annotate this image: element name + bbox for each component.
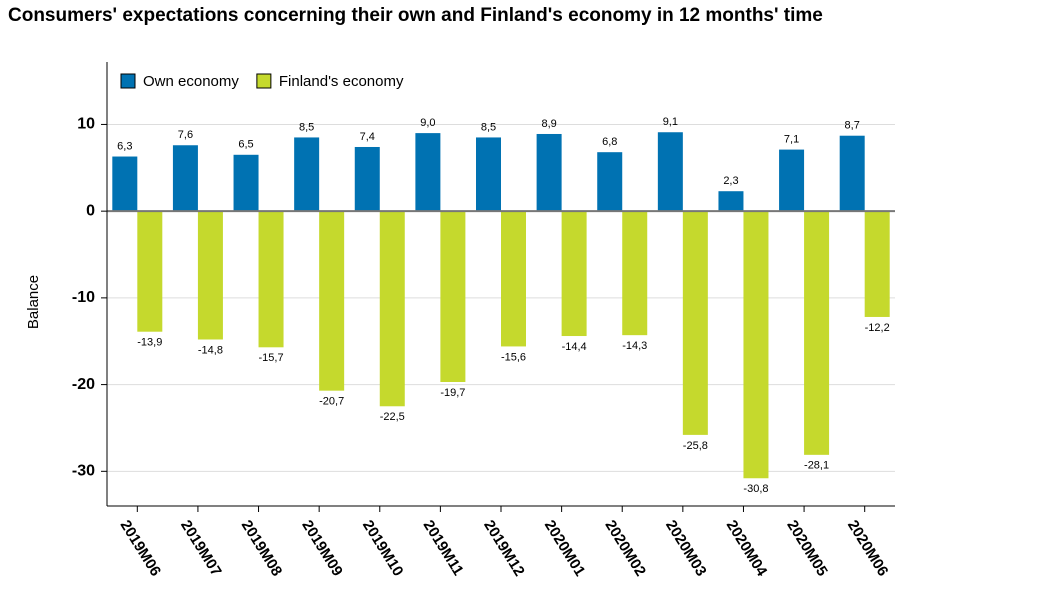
value-label: 6,8 <box>602 136 617 148</box>
value-label: 8,7 <box>845 120 860 132</box>
bar <box>379 211 405 407</box>
bar <box>864 211 890 317</box>
bar <box>597 152 623 212</box>
value-label: -12,2 <box>865 322 890 334</box>
value-label: 9,1 <box>663 116 678 128</box>
x-tick-label: 2020M04 <box>723 517 771 580</box>
x-tick-label: 2019M08 <box>238 517 286 579</box>
y-tick-label: 0 <box>86 202 95 219</box>
legend-label: Finland's economy <box>279 73 404 90</box>
value-label: -14,8 <box>198 344 223 356</box>
x-tick-label: 2019M09 <box>298 517 346 579</box>
bar <box>354 146 380 212</box>
bar <box>743 211 769 479</box>
y-tick-label: -20 <box>72 376 95 393</box>
y-tick-label: -10 <box>72 289 95 306</box>
y-axis-label: Balance <box>25 275 42 329</box>
x-tick-label: 2020M06 <box>844 517 892 579</box>
value-label: -22,5 <box>380 411 405 423</box>
bar <box>561 211 587 337</box>
bar <box>440 211 466 382</box>
bar <box>779 149 805 212</box>
x-tick-label: 2019M11 <box>420 517 467 578</box>
x-tick-label: 2020M03 <box>662 517 710 579</box>
x-tick-label: 2019M07 <box>177 517 225 579</box>
bar <box>137 211 163 332</box>
value-label: -25,8 <box>683 440 708 452</box>
value-label: 7,4 <box>360 131 375 143</box>
legend-swatch <box>120 73 136 89</box>
legend-label: Own economy <box>143 73 239 90</box>
value-label: -15,7 <box>258 352 283 364</box>
y-tick-label: 10 <box>77 116 95 133</box>
value-label: -20,7 <box>319 396 344 408</box>
chart-title: Consumers' expectations concerning their… <box>8 5 823 26</box>
bar <box>233 154 259 212</box>
x-tick-label: 2019M12 <box>480 517 528 579</box>
bar <box>804 211 830 455</box>
value-label: 9,0 <box>420 117 435 129</box>
bar <box>622 211 648 336</box>
value-label: 6,3 <box>117 140 132 152</box>
value-label: 2,3 <box>723 175 738 187</box>
value-label: -14,4 <box>562 341 587 353</box>
value-label: -14,3 <box>622 340 647 352</box>
bar <box>112 156 138 212</box>
bar <box>294 137 320 212</box>
value-label: -19,7 <box>440 387 465 399</box>
value-label: 7,6 <box>178 129 193 141</box>
value-label: 8,5 <box>481 121 496 133</box>
bar <box>839 135 865 212</box>
value-label: 6,5 <box>238 139 253 151</box>
bar <box>682 211 708 435</box>
bar <box>536 133 562 212</box>
x-tick-label: 2020M02 <box>601 517 649 579</box>
x-tick-label: 2020M01 <box>541 517 589 579</box>
bar <box>258 211 284 348</box>
bar <box>476 137 501 212</box>
value-label: 8,9 <box>541 118 556 130</box>
bar <box>718 191 744 212</box>
value-label: -15,6 <box>501 351 526 363</box>
x-tick-label: 2019M06 <box>117 517 165 579</box>
legend-swatch <box>256 73 272 89</box>
bar <box>657 132 683 212</box>
bar <box>172 145 198 212</box>
value-label: -13,9 <box>137 337 162 349</box>
value-label: -28,1 <box>804 460 829 472</box>
y-tick-label: -30 <box>72 463 95 480</box>
value-label: 8,5 <box>299 121 314 133</box>
x-tick-label: 2019M10 <box>359 517 407 579</box>
bar <box>319 211 345 391</box>
bar <box>197 211 223 340</box>
value-label: 7,1 <box>784 133 799 145</box>
x-tick-label: 2020M05 <box>783 517 831 579</box>
bar <box>415 133 441 212</box>
bar <box>501 211 526 347</box>
value-label: -30,8 <box>743 483 768 495</box>
